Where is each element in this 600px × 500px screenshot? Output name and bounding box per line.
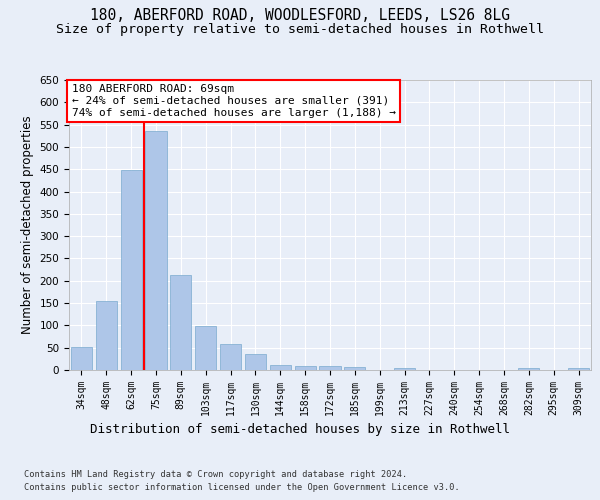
Bar [220, 344, 241, 370]
Text: Contains HM Land Registry data © Crown copyright and database right 2024.: Contains HM Land Registry data © Crown c… [24, 470, 407, 479]
Bar [568, 368, 589, 370]
Text: Distribution of semi-detached houses by size in Rothwell: Distribution of semi-detached houses by … [90, 422, 510, 436]
Text: Size of property relative to semi-detached houses in Rothwell: Size of property relative to semi-detach… [56, 22, 544, 36]
Bar [195, 326, 216, 370]
Text: 180 ABERFORD ROAD: 69sqm
← 24% of semi-detached houses are smaller (391)
74% of : 180 ABERFORD ROAD: 69sqm ← 24% of semi-d… [71, 84, 395, 117]
Bar [270, 364, 291, 370]
Bar [96, 301, 117, 370]
Bar [295, 366, 316, 370]
Bar [394, 368, 415, 370]
Bar [121, 170, 142, 370]
Bar [170, 275, 191, 370]
Bar [344, 367, 365, 370]
Bar [518, 368, 539, 370]
Bar [145, 132, 167, 370]
Y-axis label: Number of semi-detached properties: Number of semi-detached properties [21, 116, 34, 334]
Text: Contains public sector information licensed under the Open Government Licence v3: Contains public sector information licen… [24, 482, 460, 492]
Bar [245, 354, 266, 370]
Text: 180, ABERFORD ROAD, WOODLESFORD, LEEDS, LS26 8LG: 180, ABERFORD ROAD, WOODLESFORD, LEEDS, … [90, 8, 510, 22]
Bar [319, 366, 341, 370]
Bar [71, 347, 92, 370]
